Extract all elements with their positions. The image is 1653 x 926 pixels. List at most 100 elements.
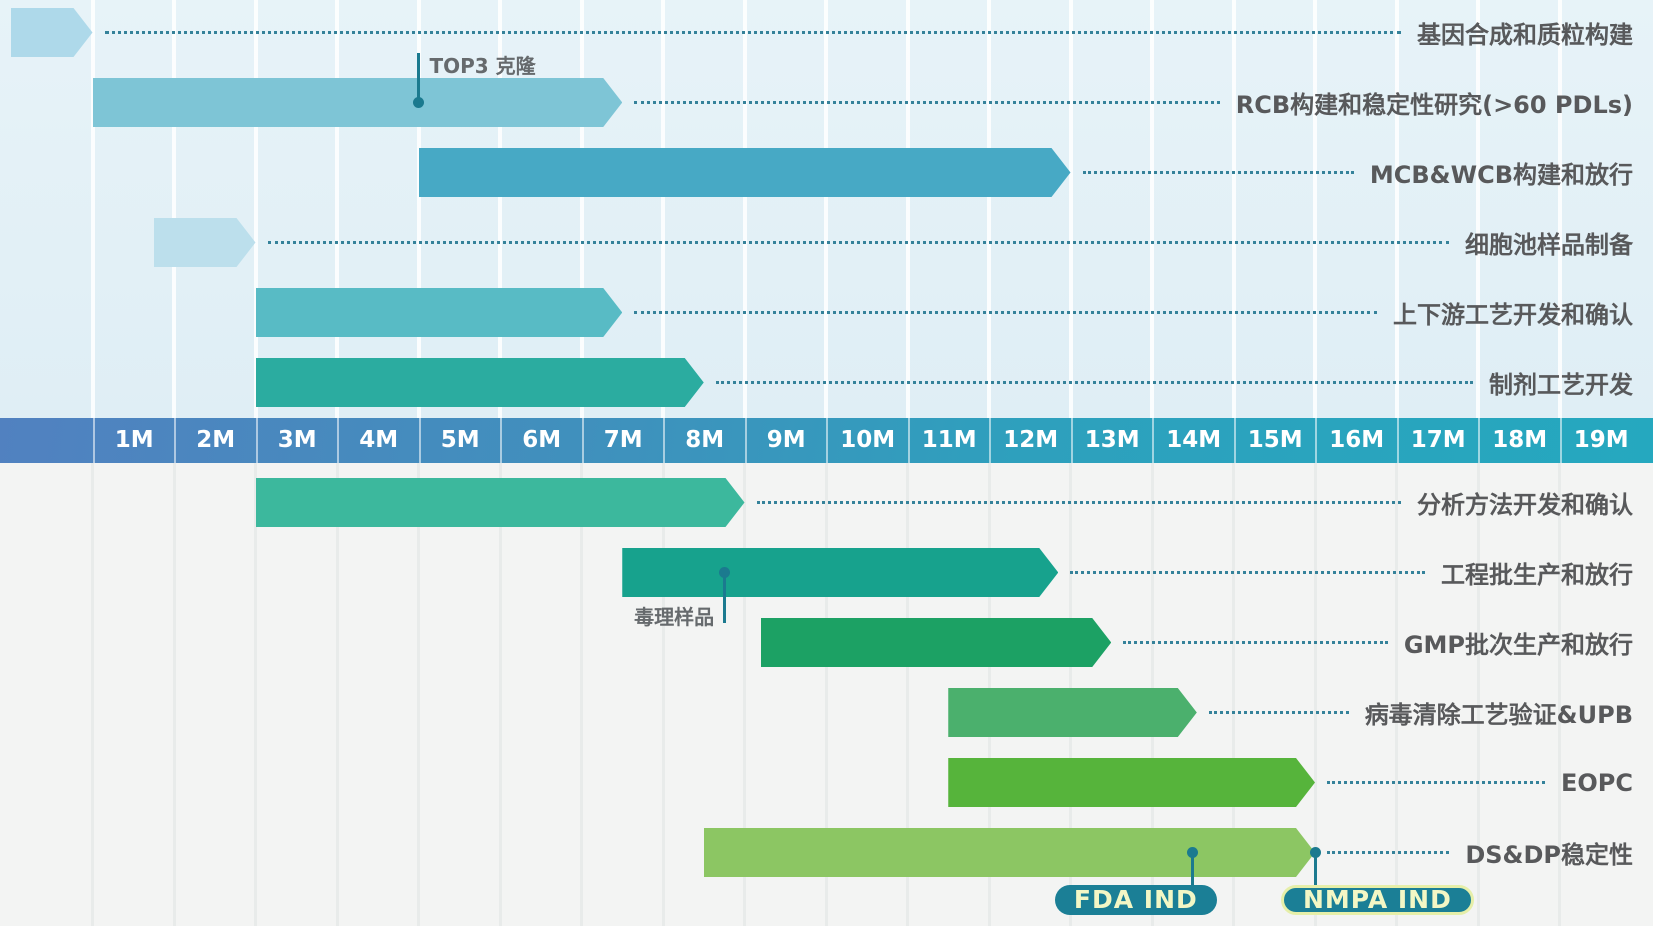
month-tick-label: 12M	[989, 418, 1071, 463]
dotted-leader-line	[715, 381, 1473, 384]
dotted-leader-line	[267, 241, 1449, 244]
gantt-bar	[93, 78, 623, 127]
grid-line	[1068, 0, 1073, 418]
milestone-line	[417, 53, 420, 103]
gantt-bar	[948, 758, 1315, 807]
grid-line	[824, 463, 828, 926]
grid-line	[417, 463, 420, 926]
dotted-leader-line	[634, 311, 1377, 314]
grid-line	[742, 0, 747, 418]
task-leader-row: 病毒清除工艺验证&UPB	[1208, 700, 1633, 729]
grid-line	[172, 463, 176, 926]
milestone-line	[722, 572, 726, 623]
grid-line	[1558, 463, 1561, 926]
grid-line	[824, 0, 828, 418]
grid-line	[172, 0, 176, 418]
month-tick-label: 10M	[826, 418, 908, 463]
task-leader-row: 制剂工艺开发	[715, 370, 1633, 399]
grid-line	[743, 463, 746, 926]
gantt-bar	[256, 358, 704, 407]
month-tick-label: 14M	[1152, 418, 1234, 463]
gantt-bar	[419, 148, 1071, 197]
month-tick-label: 9M	[744, 418, 827, 463]
grid-line	[335, 0, 339, 418]
task-label: 工程批生产和放行	[1441, 561, 1633, 589]
dotted-leader-line	[1327, 781, 1545, 784]
gantt-bar	[622, 548, 1058, 597]
month-tick-label: 11M	[907, 418, 990, 463]
month-tick-label: 17M	[1396, 418, 1479, 463]
task-leader-row: DS&DP稳定性	[1327, 840, 1633, 869]
grid-line	[498, 0, 502, 418]
grid-line	[580, 463, 583, 926]
task-leader-row: GMP批次生产和放行	[1123, 630, 1633, 659]
task-label: 病毒清除工艺验证&UPB	[1364, 701, 1633, 729]
grid-line	[1394, 0, 1399, 418]
grid-line	[90, 0, 95, 418]
grid-line	[906, 463, 909, 926]
dotted-leader-line	[634, 101, 1220, 104]
task-label: 细胞池样品制备	[1465, 231, 1633, 259]
task-label: MCB&WCB构建和放行	[1369, 161, 1633, 189]
dotted-leader-line	[756, 501, 1401, 504]
task-leader-row: 工程批生产和放行	[1070, 560, 1633, 589]
month-tick-label: 4M	[337, 418, 419, 463]
task-leader-row: MCB&WCB构建和放行	[1082, 160, 1633, 189]
month-tick-label: 6M	[500, 418, 582, 463]
grid-line	[1476, 0, 1480, 418]
task-leader-row: RCB构建和稳定性研究(>60 PDLs)	[634, 90, 1633, 119]
grid-line	[579, 0, 584, 418]
task-label: EOPC	[1561, 768, 1633, 797]
month-tick-label: 8M	[663, 418, 745, 463]
grid-line	[335, 463, 339, 926]
task-leader-row: 基因合成和质粒构建	[104, 20, 1633, 49]
grid-line	[1557, 0, 1562, 418]
fda-ind-pill: FDA IND	[1054, 885, 1217, 915]
month-tick-label: 15M	[1233, 418, 1316, 463]
grid-line	[498, 463, 502, 926]
grid-line	[661, 463, 665, 926]
grid-line	[1231, 0, 1236, 418]
task-leader-row: EOPC	[1327, 768, 1633, 797]
task-label: DS&DP稳定性	[1465, 841, 1633, 869]
grid-line	[1395, 463, 1398, 926]
task-leader-row: 细胞池样品制备	[267, 230, 1633, 259]
gantt-bar	[704, 828, 1315, 877]
task-label: 分析方法开发和确认	[1417, 491, 1633, 519]
grid-line	[1232, 463, 1235, 926]
task-label: 上下游工艺开发和确认	[1393, 301, 1633, 329]
grid-line	[1476, 463, 1480, 926]
month-tick-label: 13M	[1070, 418, 1153, 463]
milestone-dot	[413, 97, 424, 108]
grid-line	[253, 0, 258, 418]
task-label: 制剂工艺开发	[1489, 371, 1633, 399]
nmpa-ind-pill: NMPA IND	[1281, 885, 1474, 915]
timeline-axis: 1M 2M 3M 4M 5M 6M 7M 8M 9M 10M 11M 12M 13M 14M 15M 16M 1…	[0, 418, 1653, 463]
grid-line	[1313, 0, 1317, 418]
upper-section-background	[0, 0, 1653, 418]
dotted-leader-line	[1208, 711, 1349, 714]
milestone-label: 毒理样品	[634, 604, 715, 629]
month-tick-label: 3M	[255, 418, 338, 463]
gantt-bar	[256, 478, 745, 527]
dotted-leader-line	[1123, 641, 1388, 644]
gantt-bar	[761, 618, 1111, 667]
milestone-label: TOP3 克隆	[429, 54, 536, 78]
month-tick-label: 5M	[418, 418, 501, 463]
milestone-line	[1191, 852, 1195, 885]
task-leader-row: 上下游工艺开发和确认	[634, 300, 1633, 329]
dotted-leader-line	[104, 31, 1401, 34]
grid-line	[1150, 0, 1154, 418]
gantt-bar	[256, 288, 623, 337]
month-tick-label: 18M	[1478, 418, 1560, 463]
grid-line	[661, 0, 665, 418]
task-leader-row: 分析方法开发和确认	[756, 490, 1633, 519]
month-tick-label: 16M	[1315, 418, 1397, 463]
milestone-line	[1313, 852, 1317, 885]
dotted-leader-line	[1327, 851, 1450, 854]
gantt-bar	[11, 8, 93, 57]
grid-line	[416, 0, 421, 418]
month-tick-label: 1M	[92, 418, 175, 463]
month-tick-label: 2M	[174, 418, 256, 463]
